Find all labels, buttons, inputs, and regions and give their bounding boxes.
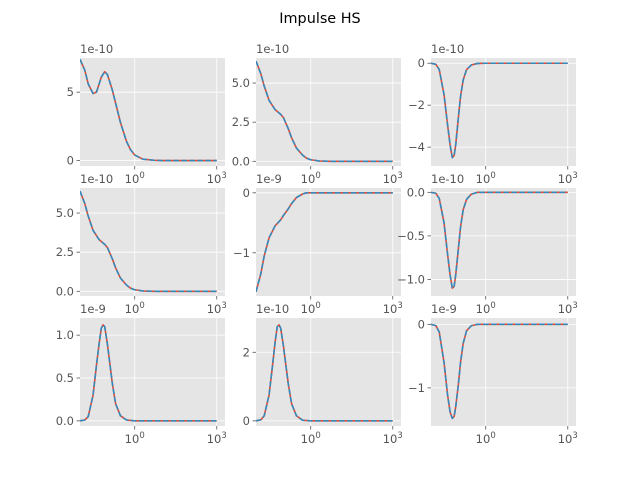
- y-tick-label: 0.0: [56, 414, 74, 428]
- x-tick-label: 100: [476, 301, 496, 316]
- x-tick-label: 103: [383, 301, 403, 316]
- y-tick-label: −1.0: [397, 272, 425, 286]
- axes-background: [80, 318, 225, 426]
- y-tick-label: 0: [67, 154, 74, 168]
- x-tick-label: 100: [301, 431, 321, 446]
- offset-text: 1e-10: [431, 172, 464, 186]
- x-tick-label: 103: [383, 171, 403, 186]
- axes-background: [256, 318, 401, 426]
- series-line-dashed: [431, 191, 568, 289]
- y-tick-label: 5: [67, 85, 74, 99]
- x-tick-label: 100: [125, 431, 145, 446]
- subplot-0-2: −4 −2 0 100 103 1e-10: [408, 42, 578, 186]
- series-line-dashed: [431, 62, 568, 159]
- offset-text: 1e-9: [80, 302, 106, 316]
- y-tick-label: −4: [408, 140, 425, 154]
- y-tick-label: 0: [243, 414, 250, 428]
- series-line-dashed: [80, 190, 217, 293]
- x-tick-label: 103: [558, 171, 578, 186]
- series-lines: [80, 324, 217, 422]
- axes-background: [80, 188, 225, 296]
- series-lines: [256, 324, 393, 422]
- y-tick-label: 5.0: [56, 206, 74, 220]
- series-line-dashed: [256, 324, 393, 422]
- y-tick-label: 1.0: [56, 328, 74, 342]
- y-tick-label: 0: [418, 317, 425, 331]
- x-tick-label: 100: [125, 301, 145, 316]
- series-lines: [431, 323, 568, 420]
- y-tick-label: 0: [418, 56, 425, 70]
- figure-title: Impulse HS: [279, 11, 360, 27]
- x-tick-label: 103: [207, 301, 227, 316]
- axes-background: [256, 58, 401, 166]
- offset-text: 1e-9: [431, 302, 457, 316]
- y-tick-label: 0.0: [232, 154, 250, 168]
- x-tick-label: 103: [558, 431, 578, 446]
- subplot-1-2: −1.0 −0.5 0.0 100 103 1e-10: [397, 172, 578, 316]
- series-line-dashed: [256, 60, 393, 163]
- offset-text: 1e-9: [256, 172, 282, 186]
- subplot-2-1: 0 2 100 103 1e-10: [243, 302, 403, 446]
- offset-text: 1e-10: [431, 42, 464, 56]
- offset-text: 1e-10: [80, 172, 113, 186]
- x-tick-label: 100: [125, 171, 145, 186]
- x-tick-label: 100: [476, 431, 496, 446]
- subplot-2-2: −1 0 100 103 1e-9: [408, 302, 578, 446]
- y-tick-label: −1: [233, 246, 250, 260]
- x-tick-label: 100: [301, 171, 321, 186]
- subplot-1-0: 0.0 2.5 5.0 100 103 1e-10: [56, 172, 227, 316]
- y-tick-label: 2.5: [56, 245, 74, 259]
- x-tick-label: 100: [476, 171, 496, 186]
- subplot-grid: 0 5 100 103 1e-10 0.0 2.5 5.0 100 103 1e-10 −4 −2 0 10…: [56, 42, 578, 446]
- x-tick-label: 103: [207, 431, 227, 446]
- subplot-0-0: 0 5 100 103 1e-10: [67, 42, 227, 186]
- axes-background: [431, 318, 576, 426]
- y-tick-label: −0.5: [397, 229, 425, 243]
- series-lines: [256, 192, 393, 293]
- x-tick-label: 103: [207, 171, 227, 186]
- axes-background: [431, 58, 576, 166]
- series-line-dashed: [80, 324, 217, 422]
- subplot-2-0: 0.0 0.5 1.0 100 103 1e-9: [56, 302, 227, 446]
- axes-background: [256, 188, 401, 296]
- y-tick-label: 0.0: [407, 185, 425, 199]
- y-tick-label: 2.5: [232, 115, 250, 129]
- x-tick-label: 100: [301, 301, 321, 316]
- series-line-dashed: [80, 59, 217, 162]
- y-tick-label: 2: [243, 345, 250, 359]
- series-lines: [431, 62, 568, 159]
- y-tick-label: 0: [243, 186, 250, 200]
- offset-text: 1e-10: [256, 42, 289, 56]
- y-tick-label: 0.5: [56, 371, 74, 385]
- offset-text: 1e-10: [256, 302, 289, 316]
- series-line-dashed: [256, 192, 393, 293]
- y-tick-label: 0.0: [56, 284, 74, 298]
- subplot-0-1: 0.0 2.5 5.0 100 103 1e-10: [232, 42, 403, 186]
- series-lines: [80, 190, 217, 293]
- series-lines: [80, 59, 217, 162]
- axes-background: [80, 58, 225, 166]
- series-lines: [431, 191, 568, 289]
- y-tick-label: 5.0: [232, 76, 250, 90]
- x-tick-label: 103: [558, 301, 578, 316]
- y-tick-label: −1: [408, 381, 425, 395]
- x-tick-label: 103: [383, 431, 403, 446]
- series-line-dashed: [431, 323, 568, 420]
- subplot-1-1: −1 0 100 103 1e-9: [233, 172, 403, 316]
- y-tick-label: −2: [408, 98, 425, 112]
- series-lines: [256, 60, 393, 163]
- offset-text: 1e-10: [80, 42, 113, 56]
